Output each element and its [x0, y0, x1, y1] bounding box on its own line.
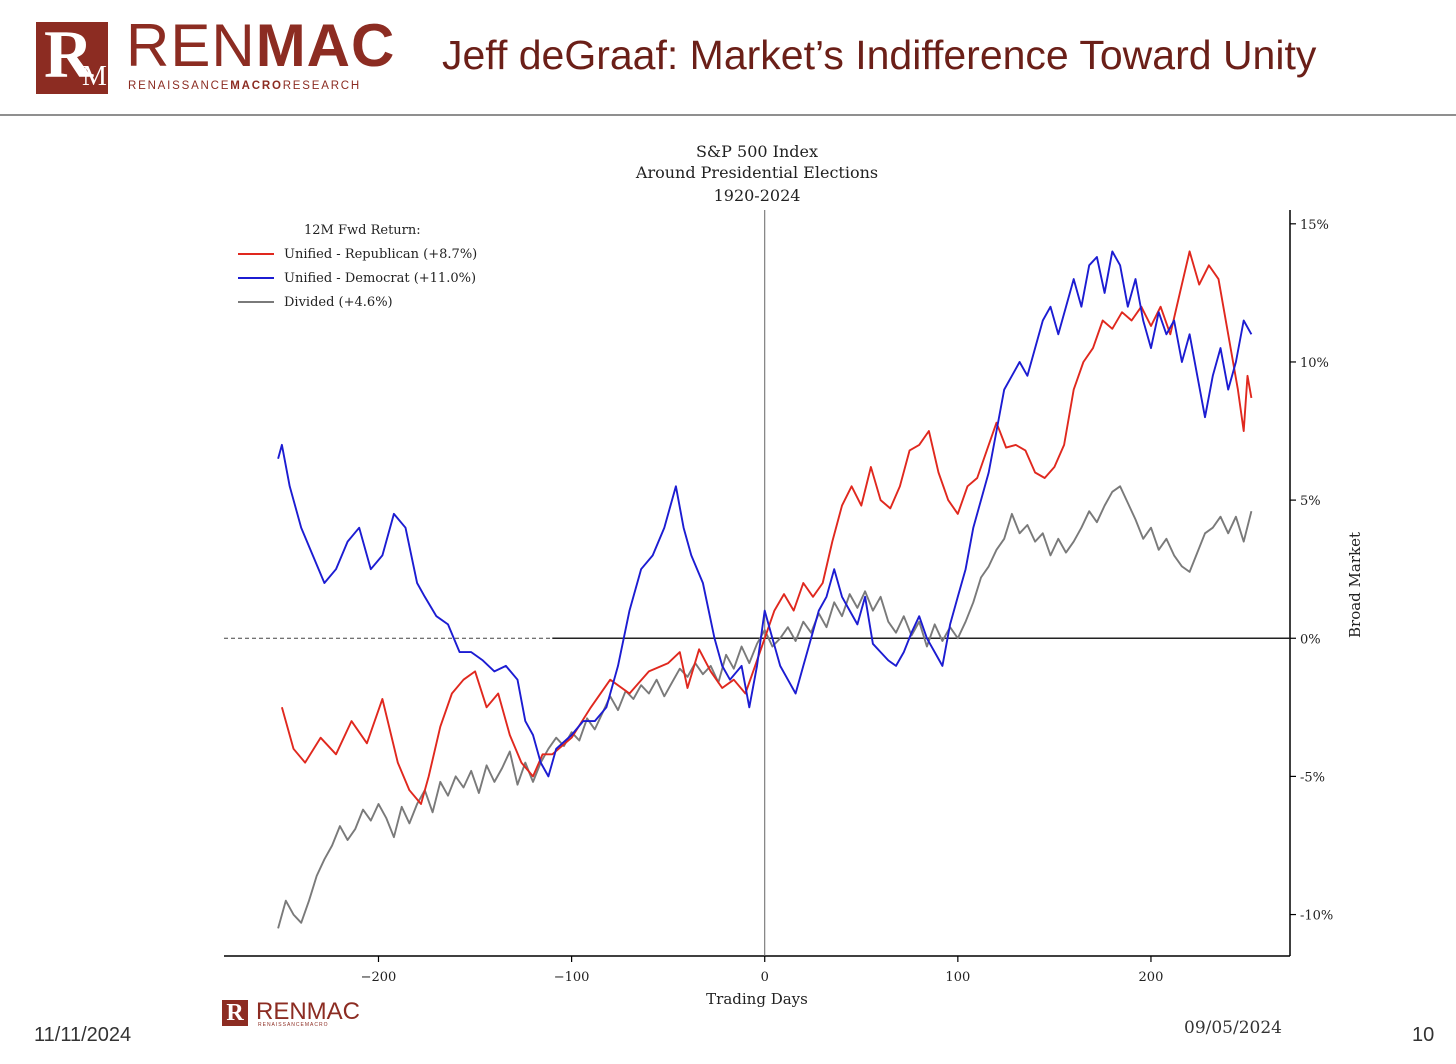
- slide-title: Jeff deGraaf: Market’s Indifference Towa…: [442, 32, 1317, 78]
- logo-sub-c: RESEARCH: [282, 80, 362, 92]
- logo-wordmark: RENMAC: [126, 16, 395, 76]
- series-line-divided: [277, 485, 1253, 929]
- logo-subtitle: RENAISSANCEMACRORESEARCH: [128, 80, 361, 92]
- header-divider: [0, 114, 1456, 116]
- logo-sub-b: MACRO: [230, 80, 283, 92]
- logo-word-light: REN: [126, 12, 256, 79]
- legend-title: 12M Fwd Return:: [304, 223, 421, 238]
- x-tick-label--100: −100: [554, 970, 590, 985]
- y-tick-label--10: -10%: [1300, 909, 1333, 924]
- series-line-democrat: [277, 250, 1253, 778]
- footer-logo-sub: RENAISSANCEMACRO: [258, 1022, 329, 1028]
- legend-label-2: Divided (+4.6%): [284, 295, 393, 310]
- logo-mark-m: M: [82, 61, 107, 92]
- x-tick-label-100: 100: [945, 970, 970, 985]
- y-tick-label--5: -5%: [1300, 770, 1325, 785]
- x-tick-label--200: −200: [361, 970, 397, 985]
- footer-date-right: 09/05/2024: [1184, 1018, 1282, 1038]
- x-tick-label-200: 200: [1139, 970, 1164, 985]
- x-tick-label-0: 0: [761, 970, 769, 985]
- y-axis-label: Broad Market: [1346, 532, 1364, 638]
- legend-label-1: Unified - Democrat (+11.0%): [284, 271, 476, 286]
- footer-renmac-logo: R RENMAC RENAISSANCEMACRO: [222, 998, 372, 1032]
- y-tick-label-10: 10%: [1300, 356, 1329, 371]
- series-line-republican: [280, 250, 1253, 805]
- footer-logo-word: RENMAC: [256, 998, 361, 1025]
- footer-logo-mark: R: [222, 1000, 248, 1026]
- chart-title-line-3: 1920-2024: [714, 186, 801, 205]
- logo-word-bold: MAC: [255, 12, 396, 79]
- legend: 12M Fwd Return: Unified - Republican (+8…: [238, 223, 477, 310]
- y-tick-label-15: 15%: [1300, 218, 1329, 233]
- renmac-logo: R M RENMAC RENAISSANCEMACRORESEARCH: [36, 16, 416, 98]
- x-axis-label: Trading Days: [706, 990, 808, 1008]
- footer-date-left: 11/11/2024: [34, 1024, 132, 1046]
- page-number: 10: [1412, 1024, 1435, 1046]
- legend-label-0: Unified - Republican (+8.7%): [284, 247, 477, 262]
- chart-title-line-1: S&P 500 Index: [696, 142, 818, 161]
- chart-title-line-2: Around Presidential Elections: [635, 163, 878, 182]
- y-tick-label-5: 5%: [1300, 494, 1321, 509]
- logo-mark-r: R: [44, 16, 94, 92]
- logo-sub-a: RENAISSANCE: [128, 80, 231, 92]
- logo-mark: R M: [36, 18, 108, 94]
- y-tick-label-0: 0%: [1300, 632, 1321, 647]
- plot-area: −200 −100 0 100 200 15% 10% 5% 0% -5% -10%: [224, 210, 1333, 985]
